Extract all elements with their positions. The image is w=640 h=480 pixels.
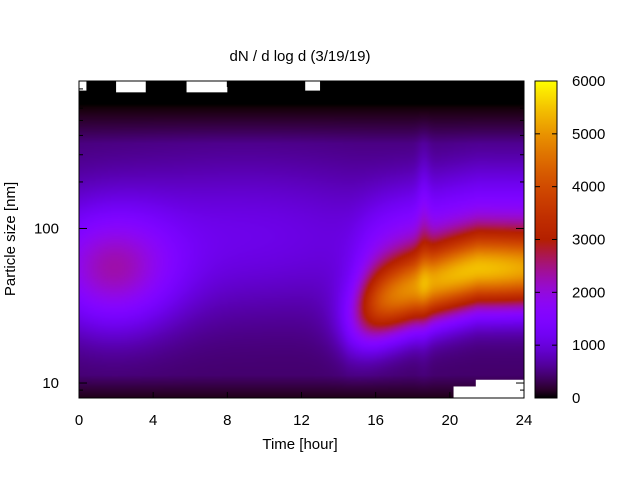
x-tick-label: 8 [223,412,231,429]
x-axis-label: Time [hour] [262,436,337,453]
x-tick-label: 16 [367,412,384,429]
chart-title: dN / d log d (3/19/19) [230,48,371,65]
no-data-region [475,379,524,398]
no-data-region [186,81,228,93]
no-data-region [116,81,146,93]
colorbar: 0 1000 2000 3000 4000 5000 6000 [534,73,605,407]
y-tick-label: 10 [42,375,59,392]
colorbar-gradient [535,81,557,398]
colorbar-tick-label: 4000 [572,179,605,196]
x-axis: 0 4 8 12 16 20 24 [75,81,533,429]
y-axis-label: Particle size [nm] [2,182,19,296]
x-tick-label: 20 [441,412,458,429]
x-tick-label: 24 [516,412,533,429]
y-tick-label: 100 [34,220,59,237]
colorbar-tick-label: 1000 [572,337,605,354]
no-data-region [305,81,321,91]
x-tick-label: 12 [293,412,310,429]
heatmap-image [79,81,524,398]
colorbar-tick-label: 6000 [572,73,605,90]
colorbar-tick-label: 2000 [572,284,605,301]
y-axis: 10 100 [34,80,524,399]
colorbar-tick-label: 0 [572,390,580,407]
colorbar-tick-label: 5000 [572,126,605,143]
colorbar-tick-label: 3000 [572,232,605,249]
x-tick-label: 4 [149,412,157,429]
x-tick-label: 0 [75,412,83,429]
plot-area [79,81,524,398]
no-data-region [79,81,87,91]
